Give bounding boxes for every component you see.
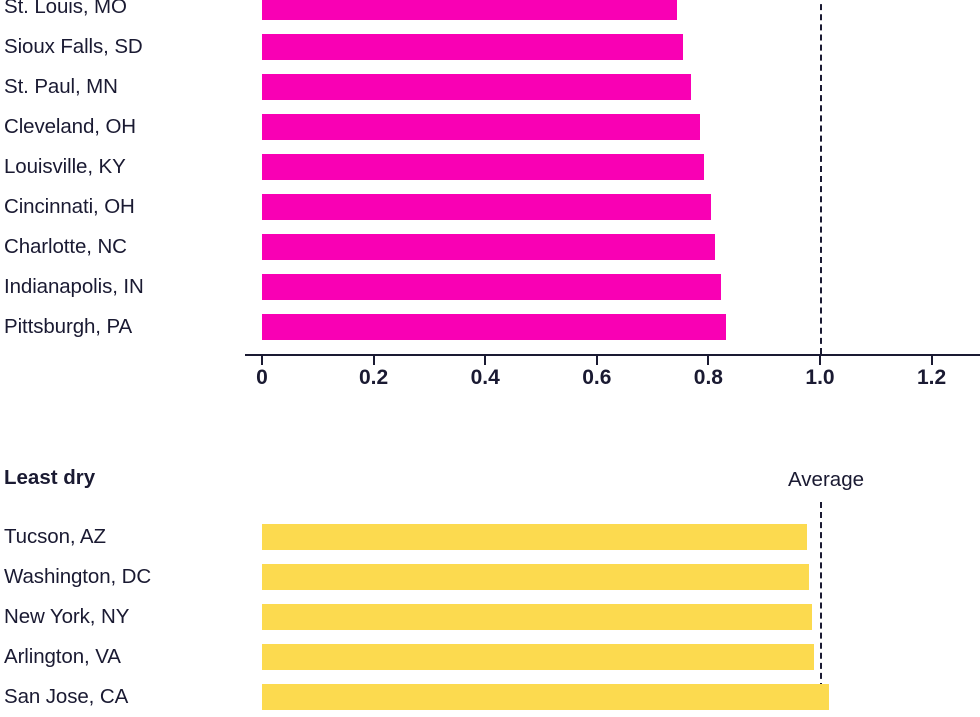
x-axis-tick-label: 1.2 <box>916 366 947 389</box>
bar[interactable] <box>262 684 829 710</box>
bar-row-label: Washington, DC <box>4 565 152 588</box>
bar[interactable] <box>262 644 815 670</box>
bar-row: Washington, DC <box>0 557 980 597</box>
bar-row: Louisville, KY <box>0 147 980 187</box>
x-axis-tick-mark <box>372 354 375 365</box>
least-dry-chart-panel: Least dry Average Tucson, AZ Washington, … <box>0 440 980 710</box>
x-axis-tick-mark <box>595 354 598 365</box>
bar-row-label: St. Paul, MN <box>4 75 118 98</box>
bar-row: St. Paul, MN <box>0 67 980 107</box>
bar-row: Cleveland, OH <box>0 107 980 147</box>
bar-row-label: Sioux Falls, SD <box>4 35 143 58</box>
bar-row-label: Louisville, KY <box>4 155 126 178</box>
bar-row-label: New York, NY <box>4 605 130 628</box>
bar-row: Sioux Falls, SD <box>0 27 980 67</box>
bar[interactable] <box>262 604 813 630</box>
x-axis-tick-mark <box>261 354 263 365</box>
bar-row-label: Cincinnati, OH <box>4 195 135 218</box>
bar[interactable] <box>262 154 704 180</box>
bar-row: Tucson, AZ <box>0 517 980 557</box>
bar[interactable] <box>262 0 678 20</box>
average-label: Average <box>788 468 864 491</box>
x-axis-tick-mark <box>930 354 933 365</box>
x-axis-tick-label: 1.0 <box>805 366 835 389</box>
bar-row-label: Pittsburgh, PA <box>4 315 133 338</box>
average-reference-line-bottom <box>820 502 822 699</box>
x-axis-tick-label: 0 <box>256 366 268 389</box>
bar-row-label: Tucson, AZ <box>4 525 106 548</box>
bar[interactable] <box>262 314 727 340</box>
bar-row-label: Charlotte, NC <box>4 235 127 258</box>
x-axis-tick-label: 0.6 <box>582 366 612 389</box>
x-axis-tick-label: 0.8 <box>693 366 723 389</box>
most-dry-chart-panel: St. Louis, MO Sioux Falls, SD St. Paul, MN… <box>0 0 980 389</box>
bar-row: Indianapolis, IN <box>0 267 980 307</box>
bar-row-label: Cleveland, OH <box>4 115 137 138</box>
bar-row: Charlotte, NC <box>0 227 980 267</box>
bar-row: New York, NY <box>0 597 980 637</box>
x-axis-line <box>245 354 980 356</box>
x-axis-tick-label: 0.4 <box>470 366 500 389</box>
bar-row-label: Arlington, VA <box>4 645 121 668</box>
bar[interactable] <box>262 114 701 140</box>
bar[interactable] <box>262 34 684 60</box>
bar[interactable] <box>262 564 810 590</box>
bar-row-label: St. Louis, MO <box>4 0 127 18</box>
bar[interactable] <box>262 234 716 260</box>
bar[interactable] <box>262 74 692 100</box>
x-axis-tick-mark <box>819 354 821 365</box>
bar-row-label: Indianapolis, IN <box>4 275 144 298</box>
x-axis-tick-mark <box>484 354 487 365</box>
bar-row-label: San Jose, CA <box>4 685 129 708</box>
bar-row: Arlington, VA <box>0 637 980 677</box>
bar-row: St. Louis, MO <box>0 0 980 27</box>
x-axis-tick-mark <box>707 354 710 365</box>
average-reference-line-top <box>820 0 822 354</box>
least-dry-heading: Least dry <box>4 466 96 489</box>
x-axis-tick-label: 0.2 <box>358 366 389 389</box>
bar-row: San Jose, CA <box>0 677 980 717</box>
bar[interactable] <box>262 524 808 550</box>
bar-row: Pittsburgh, PA <box>0 307 980 347</box>
bar[interactable] <box>262 274 721 300</box>
bar-row: Cincinnati, OH <box>0 187 980 227</box>
bar[interactable] <box>262 194 712 220</box>
